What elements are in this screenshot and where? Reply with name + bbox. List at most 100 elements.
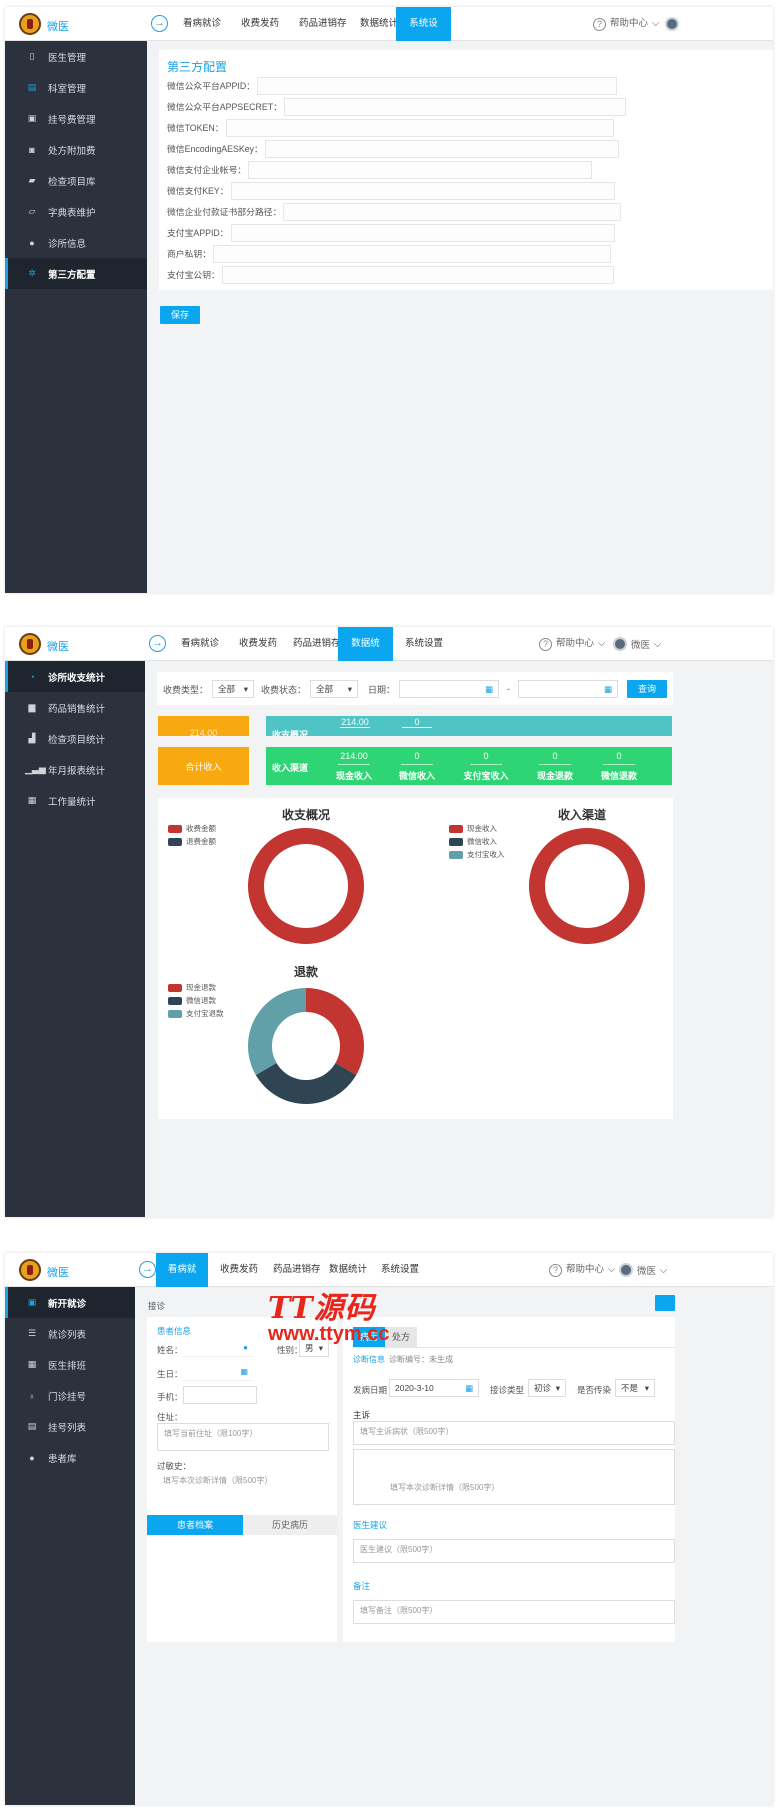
user-menu[interactable]: 微医 ⌵ (613, 627, 661, 661)
nav-item-consult[interactable]: 看病就诊 (181, 638, 220, 649)
tab-medical-record[interactable]: 病历 (353, 1327, 385, 1347)
sidebar-item-label: 新开就诊 (48, 1298, 87, 1310)
allergy-textarea[interactable]: 填写本次诊断详情（限500字） (157, 1471, 329, 1497)
wx-appid-input[interactable] (256, 76, 617, 95)
sidebar-item-clinic-info[interactable]: ● 诊所信息 (5, 227, 147, 258)
action-button[interactable] (655, 1295, 675, 1311)
visit-type-select[interactable]: 初诊 ▾ (528, 1379, 566, 1397)
legend-item: 支付宝退款 (168, 1007, 224, 1020)
nav-item-billing[interactable]: 收费发药 (239, 638, 278, 649)
wx-aeskey-input[interactable] (264, 139, 619, 158)
nav-item-billing[interactable]: 收费发药 (220, 1264, 259, 1275)
sidebar-item-schedule[interactable]: ▦ 医生排班 (5, 1349, 135, 1380)
nav-item-settings[interactable]: 系统设置 (396, 7, 451, 63)
nav-item-billing[interactable]: 收费发药 (241, 18, 280, 29)
sidebar-item-label: 挂号列表 (48, 1422, 87, 1434)
pie-slice (248, 988, 306, 1075)
status-select[interactable]: 全部 ▾ (310, 680, 359, 698)
sidebar-item-reports[interactable]: ▁▃▅ 年月报表统计 (5, 754, 145, 785)
advice-textarea[interactable]: 医生建议（限500字） (353, 1539, 675, 1563)
sidebar-item-visit-list[interactable]: ☰ 就诊列表 (5, 1318, 135, 1349)
sidebar-item-prescription-fee[interactable]: ◙ 处方附加费 (5, 134, 147, 165)
wx-token-input[interactable] (225, 118, 614, 137)
tab-patient-profile[interactable]: 患者档案 (147, 1515, 243, 1535)
alipay-pubkey-input[interactable] (221, 265, 614, 284)
wx-cert-path-input[interactable] (283, 202, 622, 221)
legend-refund: 现金退款 微信退款 支付宝退款 (168, 981, 224, 1020)
name-input[interactable]: ● (183, 1339, 253, 1357)
sidebar-item-third-party[interactable]: ✲ 第三方配置 (5, 258, 147, 289)
complaint-textarea[interactable]: 填写主诉病状（限500字） (353, 1421, 675, 1445)
merchant-key-input[interactable] (213, 244, 611, 263)
nav-item-consult[interactable]: 看病就诊 (156, 1253, 208, 1309)
help-center[interactable]: ? 帮助中心 ⌵ (549, 1253, 615, 1287)
top-bar: 微医 → 看病就诊 收费发药 药品进销存 数据统计 系统设置 ?帮助中心⌵ 微医… (5, 627, 773, 683)
wx-pay-account-input[interactable] (248, 160, 593, 179)
help-center[interactable]: ? 帮助中心 ⌵ (539, 627, 605, 661)
infectious-select[interactable]: 不是 ▾ (615, 1379, 655, 1397)
user-menu[interactable]: 微医 ⌵ (619, 1253, 667, 1287)
nav-arrow-icon[interactable]: → (139, 1261, 156, 1278)
sidebar-item-income-stats[interactable]: ◔ 诊所收支统计 (5, 661, 145, 692)
sidebar-item-doctors[interactable]: ▯ 医生管理 (5, 41, 147, 72)
query-button[interactable]: 查询 (627, 680, 668, 698)
legend-item: 微信收入 (449, 835, 505, 848)
nav-item-consult[interactable]: 看病就诊 (183, 18, 222, 29)
brand-name: 微医 (47, 21, 69, 33)
nav-item-pharmacy[interactable]: 药品进销存 (273, 1264, 321, 1275)
sidebar-item-drug-sales[interactable]: ▆ 药品销售统计 (5, 692, 145, 723)
date-start-input[interactable]: ▦ (399, 680, 500, 698)
phone-label: 手机： (157, 1392, 183, 1402)
field-wx-aeskey: 微信EncodingAESKey： (167, 139, 619, 158)
nav-arrow-icon[interactable]: → (149, 635, 166, 652)
nav-item-settings[interactable]: 系统设置 (405, 638, 444, 649)
sidebar-item-registration[interactable]: ♁ 门诊挂号 (5, 1380, 135, 1411)
sidebar-item-registration-list[interactable]: ▤ 挂号列表 (5, 1411, 135, 1442)
sidebar-item-new-visit[interactable]: ▣ 新开就诊 (5, 1287, 135, 1318)
nav-item-pharmacy[interactable]: 药品进销存 (299, 18, 347, 29)
wx-pay-key-input[interactable] (230, 181, 615, 200)
avatar (619, 1263, 633, 1277)
tab-history[interactable]: 历史病历 (243, 1515, 337, 1535)
nav-arrow-icon[interactable]: → (151, 15, 168, 32)
gender-select[interactable]: 男 ▾ (299, 1339, 329, 1357)
note-textarea[interactable]: 填写备注（限500字） (353, 1600, 675, 1624)
chevron-down-icon: ⌵ (598, 638, 606, 649)
user-menu[interactable] (665, 7, 679, 41)
complaint-label: 主诉 (353, 1410, 371, 1420)
nav-item-statistics[interactable]: 数据统计 (329, 1264, 368, 1275)
detail-textarea[interactable]: 填写本次诊断详情（限500字） (353, 1449, 675, 1505)
address-textarea[interactable]: 填写当前住址（限100字） (157, 1423, 329, 1451)
nav-item-pharmacy[interactable]: 药品进销存 (293, 638, 341, 649)
tab-prescription[interactable]: 处方 (385, 1327, 417, 1347)
wx-appsecret-input[interactable] (283, 97, 626, 116)
save-button[interactable]: 保存 (160, 306, 200, 324)
sidebar-item-label: 医生管理 (48, 52, 87, 64)
date-end-input[interactable]: ▦ (518, 680, 619, 698)
stat-alipay-income: 0 支付宝收入 (456, 751, 516, 782)
total-income-label: 合计收入 (185, 761, 222, 772)
type-select[interactable]: 全部 ▾ (212, 680, 255, 698)
birth-input[interactable]: ▦ (183, 1363, 253, 1381)
caret-down-icon: ▾ (644, 1382, 649, 1393)
briefcase-icon: ▆ (28, 702, 36, 712)
sidebar-item-dictionary[interactable]: ▱ 字典表维护 (5, 196, 147, 227)
sidebar-item-exam-library[interactable]: ▰ 检查项目库 (5, 165, 147, 196)
help-center[interactable]: ? 帮助中心 ⌵ (593, 7, 659, 41)
sidebar-item-exam-stats[interactable]: ▟ 检查项目统计 (5, 723, 145, 754)
sidebar-item-registration-fee[interactable]: ▣ 挂号费管理 (5, 103, 147, 134)
watermark-line2: www.ttym.cc (268, 1323, 390, 1345)
sidebar-item-departments[interactable]: ▤ 科室管理 (5, 72, 147, 103)
nav-item-settings[interactable]: 系统设置 (381, 1264, 420, 1275)
phone-input[interactable] (183, 1386, 257, 1404)
nav-item-statistics[interactable]: 数据统计 (338, 627, 393, 683)
alipay-appid-input[interactable] (230, 223, 615, 242)
watermark: TT源码 www.ttym.cc (268, 1283, 390, 1346)
total-income-card: 合计收入 (158, 747, 249, 785)
sidebar-item-label: 年月报表统计 (48, 765, 106, 777)
sidebar-item-patients[interactable]: ● 患者库 (5, 1442, 135, 1473)
legend-item: 退费金额 (168, 835, 216, 848)
sidebar-item-workload[interactable]: ▦ 工作量统计 (5, 785, 145, 816)
onset-date-input[interactable]: 2020-3-10 ▦ (389, 1379, 479, 1397)
nav-item-statistics[interactable]: 数据统计 (360, 18, 399, 29)
